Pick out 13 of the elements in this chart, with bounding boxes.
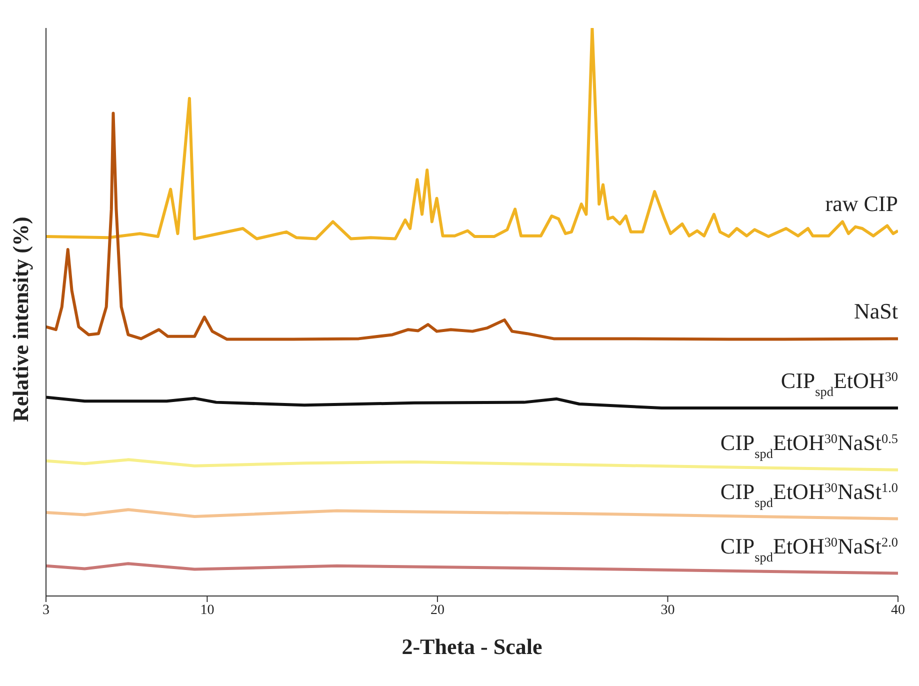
series-label: CIP$_{spd}$EtOH$^{30}$NaSt$^{2.0}$ [720,533,898,564]
series-label: NaSt [854,298,898,324]
x-tick-label: 40 [891,602,905,618]
series-label: CIP$_{spd}$EtOH$^{30}$NaSt$^{1.0}$ [720,478,898,510]
y-axis-title: Relative intensity (%) [8,216,33,422]
series-label: raw CIP [825,190,898,216]
x-tick-label: 30 [660,602,675,618]
x-tick-label: 20 [430,602,444,618]
series-label: CIP$_{spd}$EtOH$^{30}$NaSt$^{0.5}$ [720,430,898,460]
x-tick-label: 3 [42,602,50,618]
x-axis-title: 2-Theta - Scale [402,634,542,659]
series-label: CIP$_{spd}$EtOH$^{30}$ [780,368,898,398]
x-tick-label: 10 [200,602,214,618]
